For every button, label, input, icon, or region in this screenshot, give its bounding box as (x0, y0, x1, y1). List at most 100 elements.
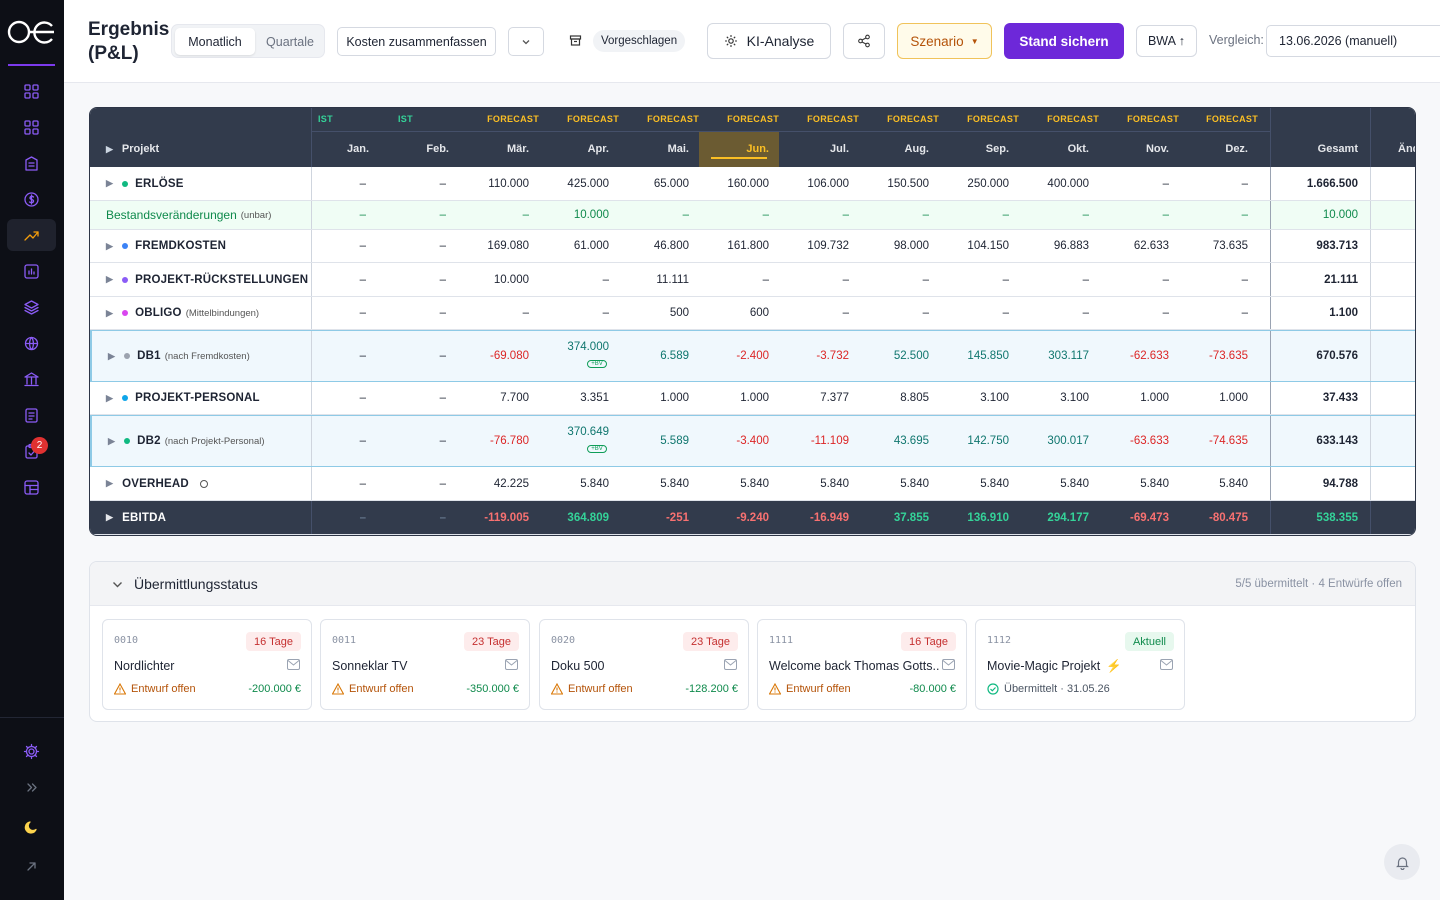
table-cell[interactable]: – (359, 307, 366, 319)
table-cell[interactable]: 5.840 (1060, 477, 1089, 490)
table-cell[interactable]: 5.840 (820, 477, 849, 490)
expand-row-icon[interactable]: ▶ (106, 478, 114, 488)
table-cell[interactable]: -74.635 (1208, 435, 1248, 447)
table-cell[interactable]: 73.635 (1212, 240, 1248, 252)
table-cell[interactable]: – (1082, 273, 1089, 286)
table-cell[interactable]: -11.109 (810, 435, 849, 447)
table-cell[interactable]: – (922, 209, 929, 221)
view-quarterly-button[interactable]: Quartale (266, 34, 314, 49)
table-cell[interactable]: – (842, 307, 849, 319)
sidebar-item-6[interactable] (7, 255, 56, 287)
mail-icon[interactable] (287, 659, 300, 670)
table-cell[interactable]: 5.840 (580, 477, 609, 490)
table-cell[interactable]: – (682, 209, 689, 221)
expand-row-icon[interactable]: ▶ (106, 512, 114, 522)
table-cell[interactable]: – (1162, 307, 1169, 319)
table-cell[interactable]: – (522, 209, 529, 221)
table-cell[interactable]: – (1002, 209, 1009, 221)
table-cell[interactable]: – (439, 307, 446, 319)
share-button[interactable] (843, 23, 885, 59)
table-cell[interactable]: – (439, 392, 446, 404)
table-cell[interactable]: – (359, 240, 366, 252)
table-cell[interactable]: -80.475 (1208, 511, 1248, 524)
table-cell[interactable]: 7.700 (500, 392, 529, 404)
table-cell[interactable]: -9.240 (736, 511, 769, 524)
table-cell[interactable]: 294.177 (1047, 511, 1089, 524)
table-cell[interactable]: – (842, 209, 849, 221)
table-cell[interactable]: – (359, 392, 366, 404)
sidebar-bottom-moon[interactable] (7, 811, 56, 843)
row-label[interactable]: ▶ OVERHEAD (106, 467, 208, 500)
table-cell[interactable]: 61.000 (573, 240, 609, 252)
table-cell[interactable]: 150.500 (887, 177, 929, 190)
view-monthly-button[interactable]: Monatlich (175, 28, 255, 55)
expand-row-icon[interactable]: ▶ (106, 178, 114, 188)
sidebar-item-5[interactable] (7, 219, 56, 251)
table-cell[interactable]: -76.780 (489, 435, 529, 447)
row-label[interactable]: ▶ DB1 (nach Fremdkosten) (108, 331, 250, 381)
month-header-10[interactable]: Okt. (1067, 143, 1089, 155)
table-cell[interactable]: – (359, 477, 366, 490)
table-cell[interactable]: 142.750 (967, 435, 1009, 447)
table-cell[interactable]: 6.589 (660, 350, 689, 362)
table-cell[interactable]: – (602, 273, 609, 286)
month-header-2[interactable]: Feb. (426, 143, 449, 155)
table-cell[interactable]: 600 (749, 307, 769, 319)
table-cell[interactable]: 7.377 (820, 392, 849, 404)
table-cell[interactable]: 169.080 (487, 240, 529, 252)
toggle-circle-icon[interactable] (199, 479, 208, 488)
table-cell[interactable]: 500 (669, 307, 689, 319)
mail-icon[interactable] (942, 659, 955, 670)
table-row[interactable]: ▶ DB2 (nach Projekt-Personal) – – -76.780 +BV 3… (90, 415, 1415, 467)
table-cell[interactable]: 161.800 (727, 240, 769, 252)
table-cell[interactable]: -119.005 (484, 511, 529, 524)
expand-row-icon[interactable]: ▶ (106, 240, 114, 251)
table-cell[interactable]: – (439, 511, 446, 524)
table-cell[interactable]: 160.000 (727, 177, 769, 190)
expand-row-icon[interactable]: ▶ (106, 392, 114, 403)
table-cell[interactable]: – (1002, 273, 1009, 286)
table-cell[interactable]: – (1082, 307, 1089, 319)
table-row[interactable]: ▶ PROJEKT-RÜCKSTELLUNGEN – – 10.000 – 11.111 – –… (90, 263, 1415, 297)
table-cell[interactable]: 52.500 (893, 350, 929, 362)
table-cell[interactable]: -69.080 (489, 350, 529, 362)
summarize-costs-button[interactable]: Kosten zusammenfassen (337, 27, 496, 56)
table-cell[interactable]: – (439, 350, 446, 362)
table-cell[interactable]: – (359, 511, 366, 524)
table-cell[interactable]: -63.633 (1129, 435, 1169, 447)
table-cell[interactable]: -69.473 (1129, 511, 1169, 524)
compare-select[interactable]: 13.06.2026 (manuell) (1266, 25, 1440, 57)
table-cell[interactable]: – (522, 307, 529, 319)
expand-row-icon[interactable]: ▶ (108, 350, 116, 361)
project-status-card[interactable]: 1112 Aktuell Movie-Magic Projekt ⚡ Übermitte… (975, 619, 1185, 710)
table-cell[interactable]: 62.633 (1133, 240, 1169, 252)
sidebar-item-10[interactable] (7, 399, 56, 431)
month-header-3[interactable]: Mär. (506, 143, 529, 155)
table-cell[interactable]: – (439, 177, 446, 190)
table-cell[interactable]: – (359, 177, 366, 190)
table-cell[interactable]: – (602, 307, 609, 319)
table-cell[interactable]: -62.633 (1129, 350, 1169, 362)
table-cell[interactable]: – (359, 209, 366, 221)
month-header-7[interactable]: Jul. (830, 143, 849, 155)
table-cell[interactable]: 1.000 (660, 392, 689, 404)
table-cell[interactable]: – (359, 435, 366, 447)
sidebar-item-4[interactable] (7, 183, 56, 215)
sidebar-bottom-gear[interactable] (7, 735, 56, 767)
month-header-5[interactable]: Mai. (667, 143, 689, 155)
row-label[interactable]: ▶ EBITDA (106, 501, 166, 534)
table-cell[interactable]: 400.000 (1047, 177, 1089, 190)
table-cell[interactable]: – (842, 273, 849, 286)
table-cell[interactable]: 145.850 (967, 350, 1009, 362)
ai-analysis-button[interactable]: KI-Analyse (707, 23, 831, 59)
table-cell[interactable]: – (1162, 209, 1169, 221)
submission-status-header[interactable]: Übermittlungsstatus 5/5 übermittelt · 4 … (90, 562, 1415, 606)
table-cell[interactable]: – (922, 307, 929, 319)
sidebar-item-9[interactable] (7, 363, 56, 395)
table-cell[interactable]: – (1241, 177, 1248, 190)
expand-row-icon[interactable]: ▶ (108, 435, 116, 446)
scenario-dropdown[interactable]: Szenario ▼ (897, 23, 992, 59)
table-cell[interactable]: – (1082, 209, 1089, 221)
table-cell[interactable]: -16.949 (809, 511, 849, 524)
table-cell[interactable]: -2.400 (736, 350, 769, 362)
